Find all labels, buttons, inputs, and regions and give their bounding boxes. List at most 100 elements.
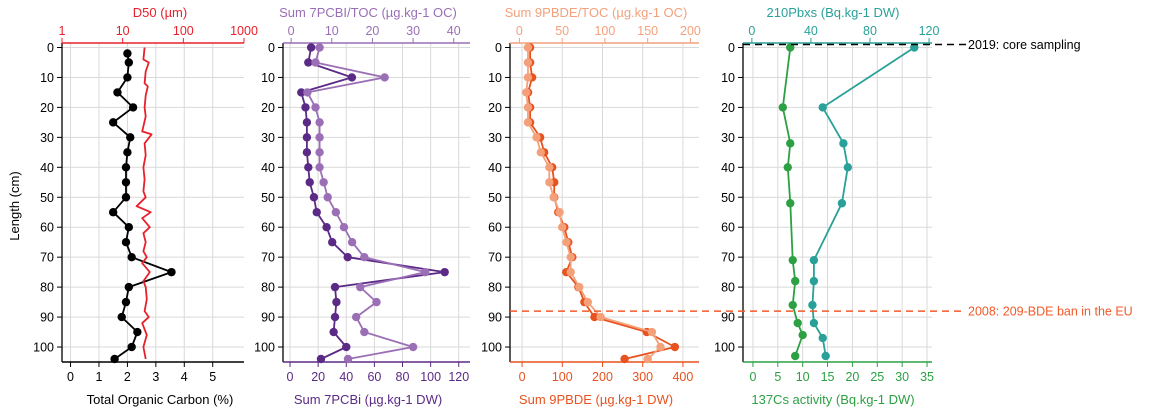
data-point [910,43,919,52]
data-point [329,327,338,337]
data-point [421,267,430,277]
depth-tick-label: 20 [261,101,275,115]
series-line-2 [135,47,153,360]
data-point [562,237,571,247]
panel-toc-d50-xlabel-top: D50 (µm) [133,5,187,20]
data-point [791,276,800,286]
bottom-axis-tick-label: 400 [672,370,693,384]
data-point [108,208,118,217]
data-point [123,73,132,82]
data-point [778,103,787,112]
data-point [302,133,312,142]
depth-tick-label: 100 [714,341,735,355]
data-point [323,193,332,202]
top-axis-tick-label: 40 [447,24,461,38]
depth-tick-label: 50 [488,191,502,205]
data-point [121,297,131,307]
panel-pbde: Sum 9PBDE (µg.kg-1 DW) Sum 9PBDE/TOC (µg… [505,5,688,407]
data-point [123,148,132,157]
bottom-axis-tick-label: 0 [749,370,756,384]
bottom-axis-tick-label: 5 [209,370,216,384]
data-point [319,178,328,187]
data-point [343,354,353,364]
data-point [117,312,126,322]
data-point [566,267,575,277]
series-line-1 [527,47,676,360]
data-point [343,252,352,262]
top-axis-tick-label: 120 [919,24,940,38]
depth-tick-label: 30 [721,131,735,145]
bottom-axis-tick-label: 200 [592,370,613,384]
depth-tick-label: 10 [721,71,735,85]
data-point [121,237,131,247]
data-point [596,312,605,322]
data-point [620,354,629,364]
depth-tick-label: 40 [261,161,275,175]
data-point [133,327,142,337]
data-point [590,312,599,322]
top-axis-tick-label: 20 [365,24,379,38]
data-point [791,351,800,361]
bottom-axis-tick-label: 40 [339,370,353,384]
bottom-axis-tick-label: 100 [420,370,441,384]
top-axis-tick-label: 1 [59,24,66,38]
data-point [316,354,326,364]
data-point [809,318,819,328]
data-point [793,318,802,328]
data-point [304,163,313,172]
data-point [126,133,135,142]
bottom-axis-tick-label: 1 [95,370,102,384]
data-point [309,193,319,202]
data-point [798,330,807,340]
data-point [121,163,131,172]
depth-tick-label: 60 [488,221,502,235]
depth-tick-label: 10 [488,71,502,85]
bottom-axis-tick-label: 0 [67,370,74,384]
data-point [843,163,853,172]
bottom-axis-tick-label: 4 [181,370,188,384]
data-point [127,342,136,352]
depth-tick-label: 10 [261,71,275,85]
top-axis-tick-label: 10 [116,24,130,38]
data-point [311,58,320,67]
y-axis-label: Length (cm) [7,171,22,240]
bottom-axis-tick-label: 60 [367,370,381,384]
panel-radionuclides-plot: 0 10 20 30 40 50 60 70 80 90 100 0 5 10 15 20 25 30 35 0 40 8… [714,24,939,384]
data-point [301,103,310,112]
depth-tick-label: 90 [261,311,275,325]
data-point [356,282,365,292]
depth-tick-label: 60 [261,221,275,235]
depth-tick-label: 40 [721,161,735,175]
data-point [108,118,118,127]
panel-toc-d50-xlabel-bottom: Total Organic Carbon (%) [87,392,234,407]
data-point [818,333,827,343]
depth-tick-label: 0 [268,41,275,55]
data-point [123,49,132,58]
data-point [311,103,320,112]
data-point [372,297,381,307]
depth-tick-label: 40 [488,161,502,175]
top-axis-tick-label: 100 [594,24,615,38]
data-point [330,312,340,322]
data-point [523,118,533,127]
bottom-axis-tick-label: 100 [552,370,573,384]
data-point [788,300,797,310]
panel-radionuclides: 137Cs activity (Bq.kg-1 DW) 210Pbxs (Bq.… [751,5,914,407]
data-point [113,88,122,97]
top-axis-tick-label: 150 [637,24,658,38]
bottom-axis-tick-label: 3 [152,370,159,384]
data-point [523,73,533,82]
data-point [302,148,312,157]
data-point [523,103,533,112]
panel-radionuclides-xlabel-top: 210Pbxs (Bq.kg-1 DW) [767,5,900,20]
data-point [557,223,567,232]
data-point [347,237,357,247]
depth-tick-label: 20 [40,101,54,115]
data-point [522,88,531,97]
panel-pcb-plot: 0 10 20 30 40 50 60 70 80 90 100 0 20 40 60 80 100 120 0 10… [254,24,470,384]
bottom-axis-tick-label: 2 [124,370,131,384]
bottom-axis-tick-label: 300 [632,370,653,384]
bottom-axis-tick-label: 10 [796,370,810,384]
